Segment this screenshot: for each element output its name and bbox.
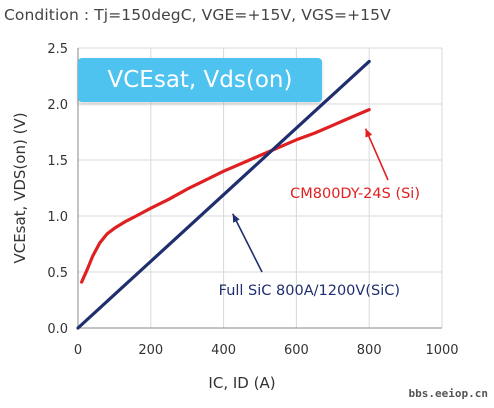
x-tick-label: 600 [284, 343, 309, 358]
y-tick-label: 0.5 [47, 266, 68, 281]
watermark: bbs.eeiop.cn [408, 387, 488, 400]
sic-annotation-arrow-head [232, 213, 240, 223]
series-line-sic [76, 59, 371, 330]
y-tick-label: 2.0 [47, 98, 68, 113]
sic-series-label: Full SiC 800A/1200V(SiC) [219, 283, 400, 299]
x-tick-label: 400 [211, 343, 236, 358]
chart-badge: VCEsat, Vds(on) [78, 58, 322, 102]
si-annotation-arrow-head [365, 128, 373, 138]
x-axis-label: IC, ID (A) [208, 374, 275, 392]
y-tick-label: 1.0 [47, 210, 68, 225]
y-tick-label: 2.5 [47, 42, 68, 57]
y-tick-label: 0.0 [47, 322, 68, 337]
condition-label: Condition : Tj=150degC, VGE=+15V, VGS=+1… [4, 6, 391, 24]
sic-annotation-arrow-shaft [231, 213, 263, 273]
x-tick-label: 800 [357, 343, 382, 358]
si-series-label: CM800DY-24S (Si) [290, 186, 420, 202]
x-tick-label: 1000 [425, 343, 458, 358]
y-axis-label: VCEsat, VDS(on) (V) [11, 112, 29, 263]
x-tick-label: 200 [138, 343, 163, 358]
x-tick-label: 0 [74, 343, 82, 358]
y-tick-label: 1.5 [47, 154, 68, 169]
series-line-si [79, 107, 371, 284]
si-annotation-arrow-shaft [364, 128, 389, 181]
